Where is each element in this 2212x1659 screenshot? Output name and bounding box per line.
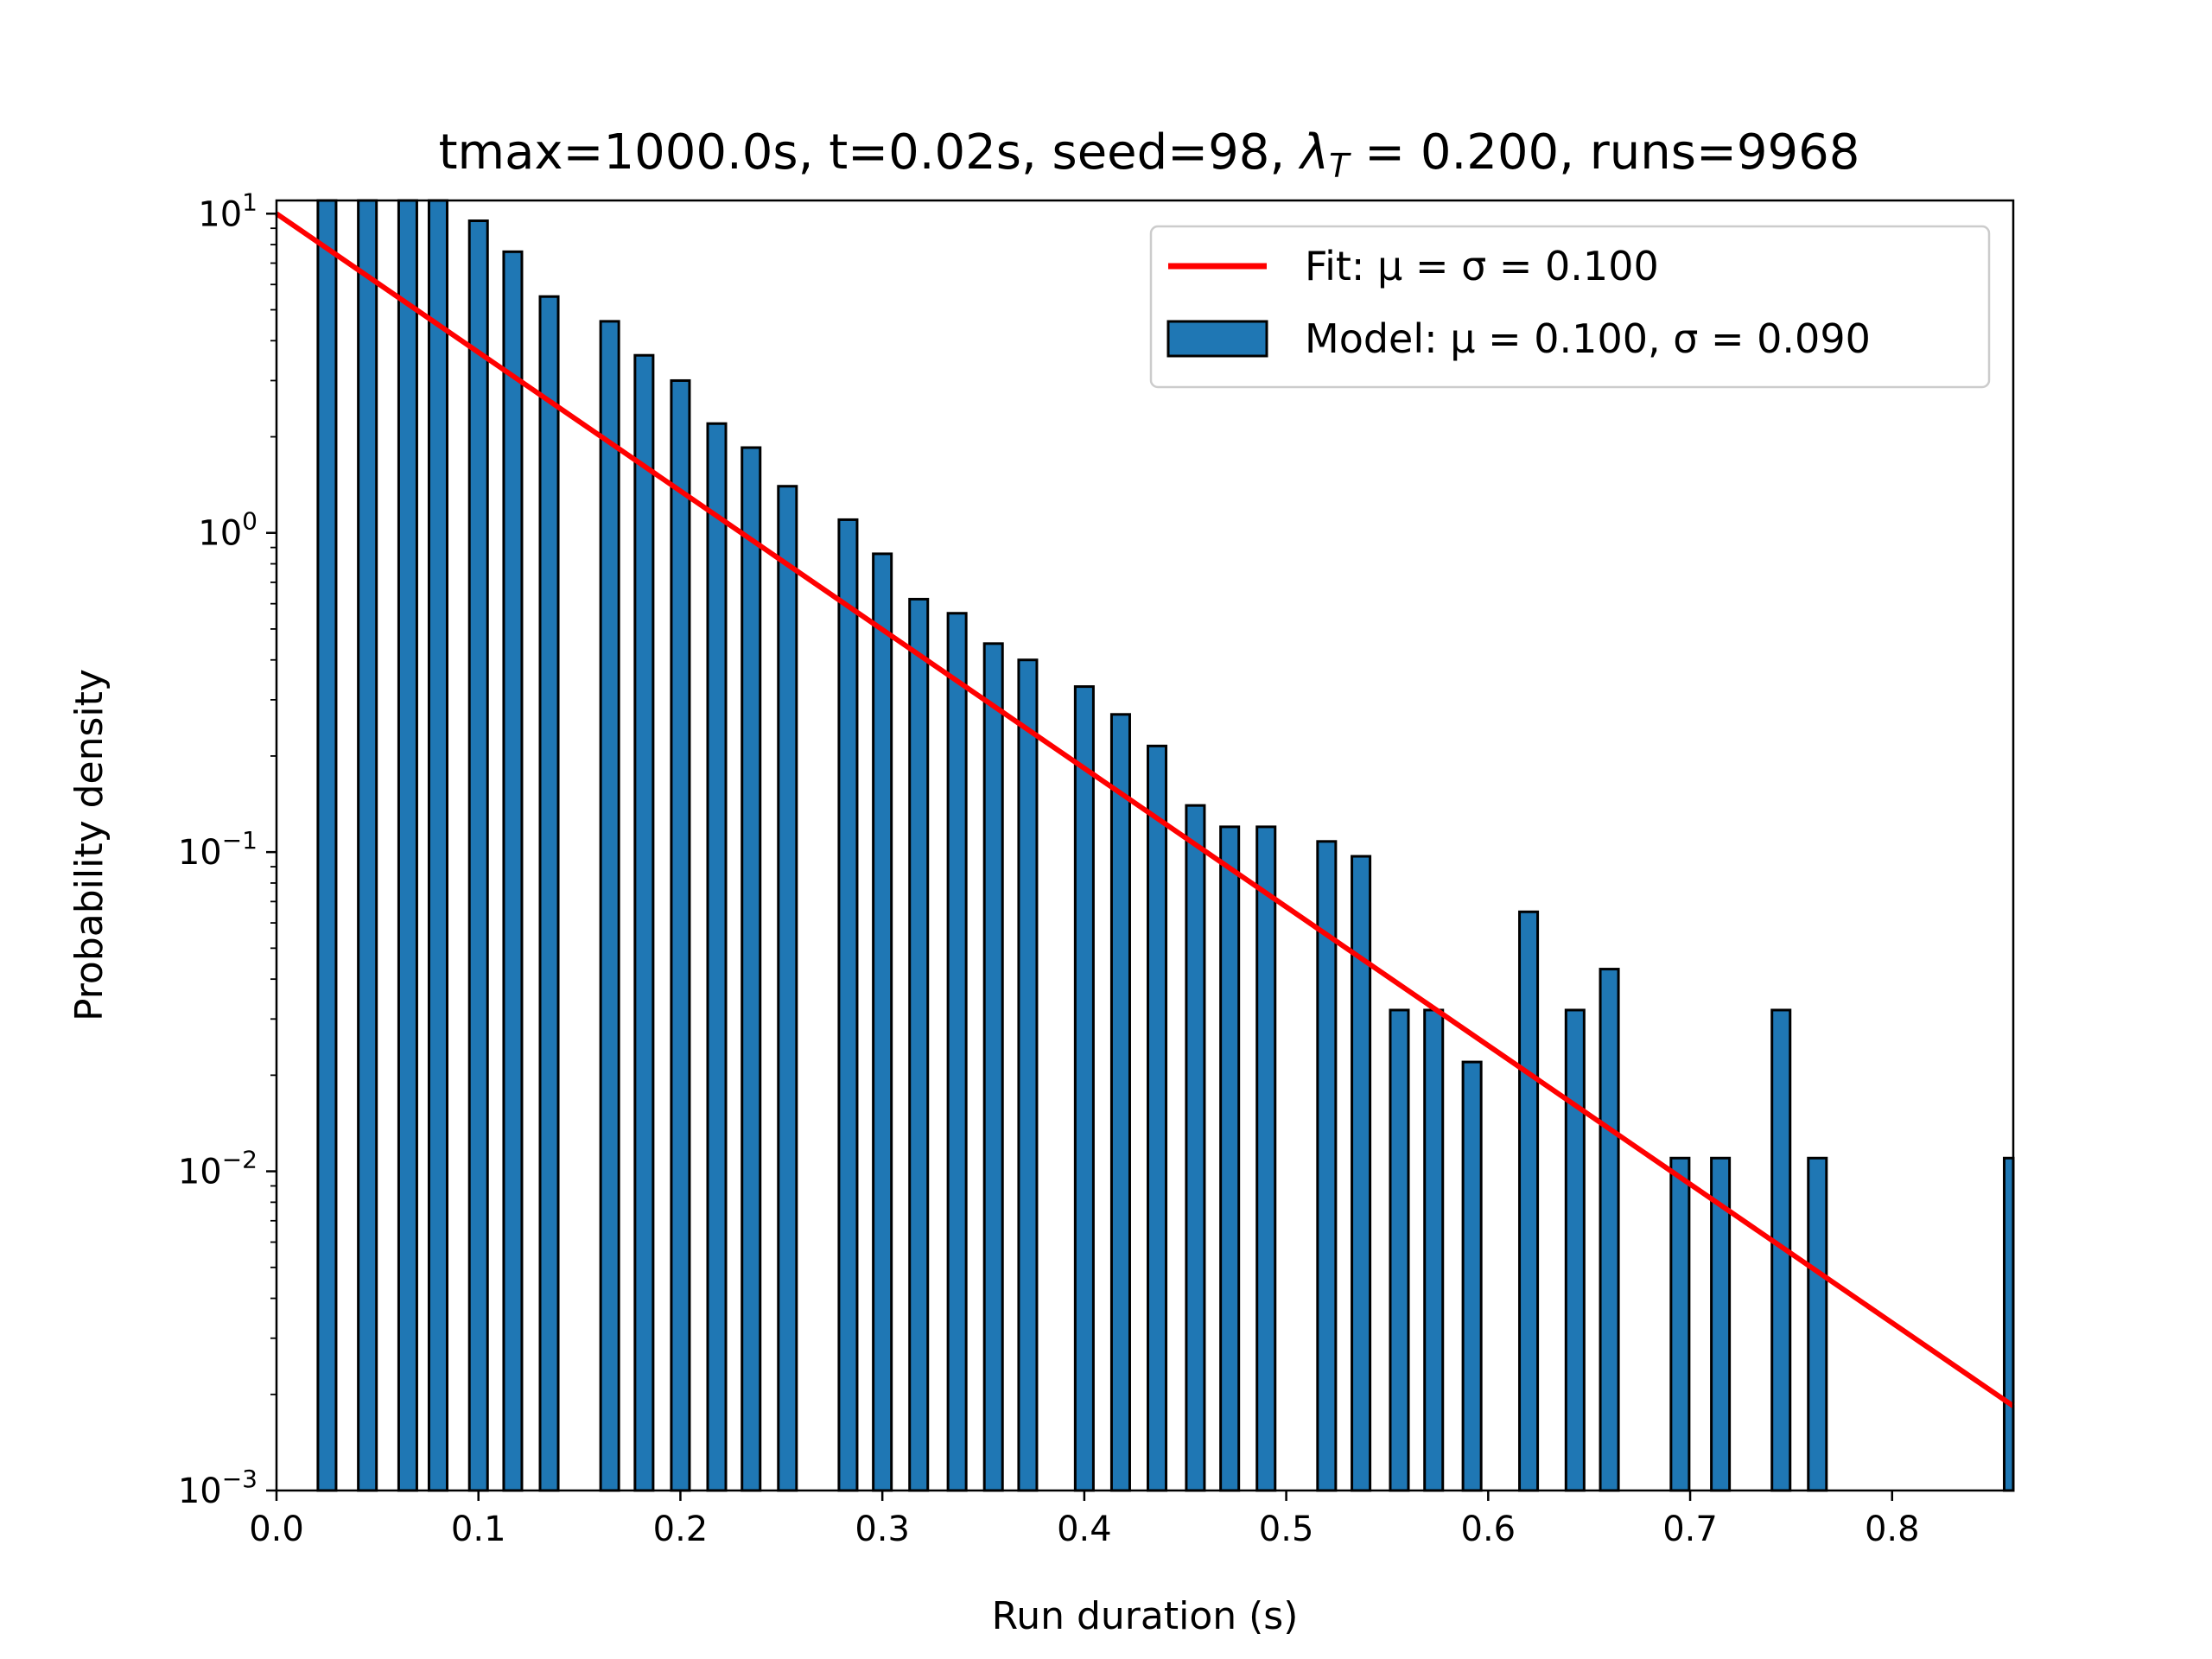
bar (2002, 1156, 2015, 1492)
axes-frame (275, 199, 2015, 1492)
bar (1147, 744, 1168, 1492)
bar (1185, 804, 1206, 1492)
x-tick-label: 0.6 (1461, 1510, 1516, 1549)
x-tick-label: 0.4 (1057, 1510, 1112, 1549)
bar (599, 320, 620, 1492)
bar (1461, 1060, 1483, 1492)
bar (1017, 658, 1039, 1492)
bar (1599, 968, 1620, 1492)
bar (538, 295, 560, 1492)
x-tick-label: 0.1 (451, 1510, 506, 1549)
bar (777, 485, 798, 1492)
y-tick-label: 10−1 (178, 826, 257, 873)
legend-model-swatch (1166, 320, 1268, 358)
fit-line-layer (275, 211, 2015, 1408)
bar (706, 422, 728, 1492)
bar (1423, 1008, 1445, 1492)
x-tick-label: 0.2 (653, 1510, 709, 1549)
x-tick-label: 0.7 (1662, 1510, 1718, 1549)
bar (427, 199, 448, 1492)
bar (1219, 825, 1241, 1492)
bar (982, 642, 1004, 1492)
legend-model-label: Model: μ = 0.100, σ = 0.090 (1305, 315, 1871, 362)
fit-line (275, 211, 2015, 1408)
bar (502, 250, 524, 1492)
bar (357, 199, 378, 1492)
x-axis-ticks: 0.0 0.1 0.2 0.3 0.4 0.5 0.6 0.7 0.8 (249, 1491, 1920, 1549)
bar (316, 199, 338, 1492)
bar (1564, 1008, 1586, 1492)
bar (1669, 1156, 1691, 1492)
y-axis-ticks: 101 100 10−1 10−2 10−3 (178, 188, 276, 1511)
x-axis-label: Run duration (s) (992, 1594, 1299, 1638)
x-tick-label: 0.8 (1865, 1510, 1920, 1549)
x-tick-label: 0.3 (855, 1510, 910, 1549)
y-tick-label: 10−3 (178, 1465, 257, 1511)
bar (670, 378, 691, 1492)
bar-series (316, 199, 2015, 1492)
bar (1389, 1008, 1410, 1492)
bar (633, 353, 655, 1492)
y-tick-label: 101 (198, 188, 257, 234)
bar (1807, 1156, 1828, 1492)
y-tick-label: 10−2 (178, 1146, 257, 1192)
bar (946, 612, 968, 1492)
bar (397, 199, 418, 1492)
bar (837, 518, 859, 1492)
y-axis-label: Probability density (67, 669, 111, 1021)
legend: Fit: μ = σ = 0.100 Model: μ = 0.100, σ =… (1149, 225, 1991, 389)
plot-area (275, 199, 2015, 1492)
bar (1518, 910, 1540, 1492)
bar (908, 597, 930, 1492)
x-tick-label: 0.5 (1259, 1510, 1314, 1549)
chart-title: tmax=1000.0s, t=0.02s, seed=98, λT = 0.2… (439, 124, 1860, 185)
legend-box (1149, 225, 1991, 389)
bar (1255, 825, 1277, 1492)
legend-fit-label: Fit: μ = σ = 0.100 (1305, 243, 1659, 289)
x-tick-label: 0.0 (249, 1510, 304, 1549)
bar (1073, 685, 1095, 1492)
bar (741, 446, 762, 1492)
bar (1109, 713, 1131, 1492)
bar (872, 552, 893, 1492)
y-tick-label: 100 (198, 507, 257, 554)
bar (467, 219, 489, 1492)
